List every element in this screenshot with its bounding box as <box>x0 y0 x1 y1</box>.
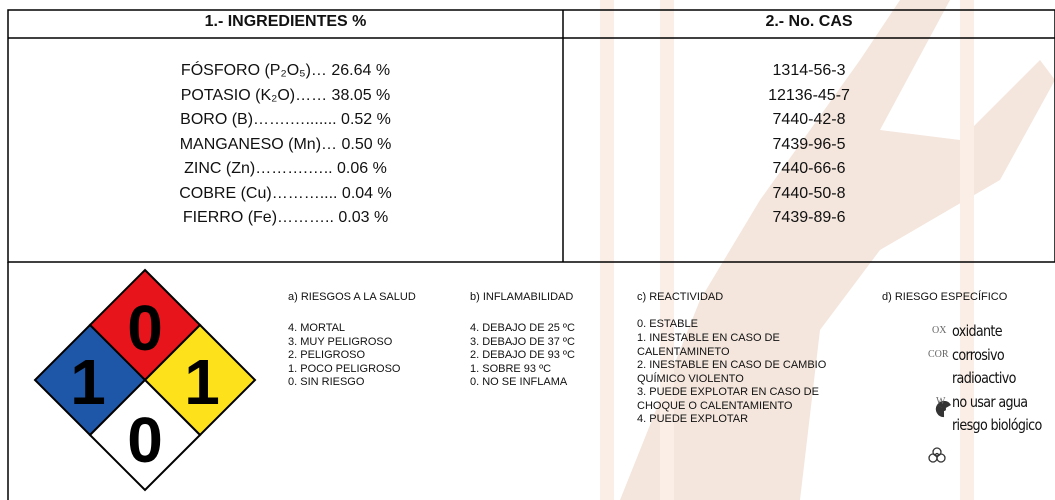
reactivity-number: 1 <box>184 346 220 418</box>
diamond-numbers: 0 1 1 0 <box>70 292 220 476</box>
legend-title: d) RIESGO ESPECÍFICO <box>882 291 1008 303</box>
legend-item: 2. DEBAJO DE 93 ºC <box>470 349 575 361</box>
hazard-label: riesgo biológico <box>952 416 1042 434</box>
legend-item: 1. SOBRE 93 ºC <box>470 362 552 375</box>
cas-number: 1314-56-3 <box>772 62 846 79</box>
legend-item: 4. DEBAJO DE 25 ºC <box>470 322 575 334</box>
legend-item: 4. MORTAL <box>288 322 346 334</box>
cas-number: 7440-50-8 <box>772 184 846 202</box>
ingredient: ZINC (Zn)……….….. 0.06 % <box>184 160 387 177</box>
legend-item: 3. DEBAJO DE 37 ºC <box>470 335 575 348</box>
hazard-code: COR <box>928 348 949 360</box>
legend-item: 1. POCO PELIGROSO <box>288 362 401 375</box>
legend-item: 0. SIN RIESGO <box>288 376 365 388</box>
hazard-label: oxidante <box>952 322 1003 340</box>
legend-item: 0. NO SE INFLAMA <box>470 376 568 388</box>
cas-number: 12136-45-7 <box>768 86 850 104</box>
legend-title: a) RIESGOS A LA SALUD <box>288 291 416 303</box>
cas-number: 7440-66-6 <box>772 160 846 177</box>
cas-number: 7439-89-6 <box>772 209 846 226</box>
radioactive-icon <box>935 400 951 418</box>
hazard-code: OX <box>932 325 947 336</box>
ingredient: FÓSFORO (P₂O₅)… 26.64 % <box>180 62 391 79</box>
legend-item: 3. PUEDE EXPLOTAR EN CASO DE CHOQUE O CA… <box>637 386 819 412</box>
legend-item: 2. INESTABLE EN CASO DE CAMBIO QUÍMICO V… <box>637 359 827 385</box>
special-number: 0 <box>127 404 163 476</box>
hazard-label: corrosivo <box>952 345 1005 364</box>
header-ingredients: 1.- INGREDIENTES % <box>204 13 367 30</box>
biohazard-icon <box>928 447 946 463</box>
health-number: 1 <box>70 346 106 418</box>
cas-number: 7439-96-5 <box>772 135 846 153</box>
ingredient: BORO (B)…….…....... 0.52 % <box>180 111 391 128</box>
header-cas: 2.- No. CAS <box>765 13 853 30</box>
legend-item: 0. ESTABLE <box>637 318 698 330</box>
hazard-code: W <box>936 395 946 407</box>
legend-title: c) REACTIVIDAD <box>637 291 724 303</box>
ingredient: FIERRO (Fe)……….. 0.03 % <box>182 209 389 226</box>
cas-number: 7440-42-8 <box>772 111 846 128</box>
legend-item: 1. INESTABLE EN CASO DE CALENTAMINETO <box>637 332 780 358</box>
ingredient: POTASIO (K₂O)…… 38.05 % <box>180 86 391 104</box>
ingredient: MANGANESO (Mn)… 0.50 % <box>179 135 392 153</box>
legend-item: 4. PUEDE EXPLOTAR <box>637 413 749 425</box>
hazard-label: radioactivo <box>952 369 1016 387</box>
legend-item: 3. MUY PELIGROSO <box>288 335 393 348</box>
legend-item: 2. PELIGROSO <box>288 349 366 361</box>
ingredient: COBRE (Cu)……….... 0.04 % <box>179 184 392 202</box>
legend-title: b) INFLAMABILIDAD <box>470 291 574 303</box>
flammability-number: 0 <box>127 292 163 364</box>
hazard-label: no usar agua <box>952 392 1028 411</box>
